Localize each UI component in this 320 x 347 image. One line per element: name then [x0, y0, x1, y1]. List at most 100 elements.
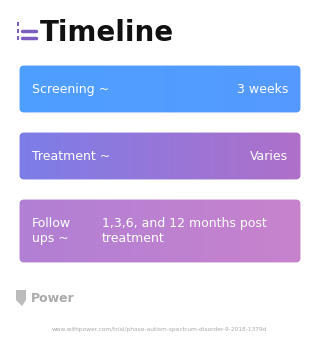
- Bar: [116, 127, 120, 185]
- Bar: [167, 194, 171, 268]
- Text: Timeline: Timeline: [40, 19, 174, 47]
- Bar: [156, 194, 160, 268]
- Bar: [61, 194, 65, 268]
- Bar: [284, 127, 288, 185]
- Bar: [196, 127, 200, 185]
- Bar: [51, 194, 54, 268]
- Bar: [233, 60, 237, 118]
- Bar: [131, 194, 134, 268]
- Bar: [218, 194, 222, 268]
- Bar: [36, 60, 40, 118]
- Bar: [142, 127, 145, 185]
- Bar: [259, 127, 262, 185]
- Bar: [21, 194, 25, 268]
- Bar: [280, 194, 284, 268]
- Bar: [178, 194, 182, 268]
- Bar: [105, 127, 109, 185]
- Bar: [21, 127, 25, 185]
- Bar: [98, 194, 102, 268]
- Bar: [113, 60, 116, 118]
- Text: Follow
ups ~: Follow ups ~: [32, 217, 71, 245]
- Bar: [109, 127, 113, 185]
- Bar: [43, 127, 47, 185]
- Bar: [215, 60, 218, 118]
- Bar: [288, 127, 292, 185]
- Bar: [134, 127, 138, 185]
- Bar: [164, 60, 167, 118]
- Bar: [142, 194, 145, 268]
- Bar: [251, 60, 255, 118]
- Bar: [36, 127, 40, 185]
- Bar: [259, 194, 262, 268]
- Bar: [138, 194, 142, 268]
- Bar: [248, 127, 251, 185]
- Bar: [149, 194, 153, 268]
- Bar: [167, 127, 171, 185]
- Bar: [288, 194, 292, 268]
- Bar: [277, 60, 280, 118]
- Bar: [182, 60, 186, 118]
- Bar: [215, 127, 218, 185]
- Bar: [87, 194, 91, 268]
- Bar: [142, 60, 145, 118]
- Bar: [76, 127, 80, 185]
- Bar: [269, 60, 273, 118]
- Bar: [113, 194, 116, 268]
- Bar: [302, 194, 306, 268]
- Bar: [54, 127, 58, 185]
- Bar: [196, 60, 200, 118]
- Bar: [65, 127, 69, 185]
- Bar: [237, 127, 240, 185]
- Bar: [237, 60, 240, 118]
- Bar: [80, 60, 83, 118]
- Bar: [211, 194, 215, 268]
- Bar: [292, 194, 295, 268]
- Bar: [18, 127, 21, 185]
- Bar: [299, 60, 302, 118]
- Bar: [160, 127, 164, 185]
- Bar: [284, 60, 288, 118]
- Bar: [200, 60, 204, 118]
- Bar: [32, 194, 36, 268]
- Bar: [171, 60, 175, 118]
- Bar: [277, 127, 280, 185]
- Bar: [25, 60, 28, 118]
- Bar: [255, 60, 259, 118]
- Bar: [200, 194, 204, 268]
- Bar: [61, 60, 65, 118]
- Bar: [131, 60, 134, 118]
- Bar: [18, 60, 21, 118]
- Bar: [237, 194, 240, 268]
- Bar: [196, 194, 200, 268]
- Bar: [233, 194, 237, 268]
- Bar: [175, 60, 178, 118]
- Bar: [222, 127, 226, 185]
- Bar: [25, 194, 28, 268]
- Bar: [149, 127, 153, 185]
- Bar: [284, 194, 288, 268]
- Bar: [266, 60, 269, 118]
- Bar: [273, 60, 277, 118]
- Bar: [32, 60, 36, 118]
- Bar: [116, 60, 120, 118]
- Text: Screening ~: Screening ~: [32, 83, 109, 95]
- Bar: [175, 127, 178, 185]
- Bar: [153, 60, 156, 118]
- Bar: [299, 194, 302, 268]
- Bar: [69, 127, 72, 185]
- Bar: [54, 194, 58, 268]
- Bar: [91, 194, 94, 268]
- Bar: [189, 127, 193, 185]
- Bar: [145, 127, 149, 185]
- Bar: [17, 35, 19, 40]
- Bar: [76, 194, 80, 268]
- Bar: [58, 60, 61, 118]
- Bar: [273, 194, 277, 268]
- Bar: [218, 127, 222, 185]
- Bar: [160, 60, 164, 118]
- Text: 3 weeks: 3 weeks: [236, 83, 288, 95]
- Bar: [94, 60, 98, 118]
- Bar: [153, 194, 156, 268]
- Bar: [226, 60, 229, 118]
- Bar: [204, 127, 207, 185]
